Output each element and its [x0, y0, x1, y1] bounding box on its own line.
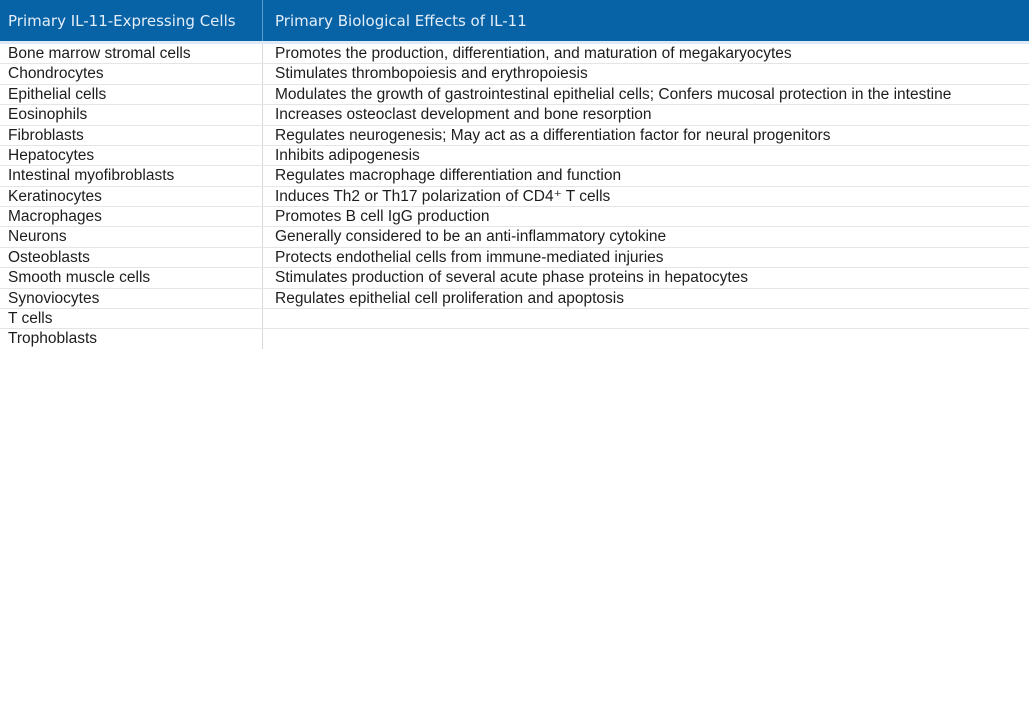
- cell-type-cell: Intestinal myofibroblasts: [0, 166, 263, 186]
- effect-cell: [263, 329, 1029, 348]
- cell-type-cell: Chondrocytes: [0, 64, 263, 84]
- cell-type-cell: Hepatocytes: [0, 145, 263, 166]
- table-row: Trophoblasts: [0, 329, 1029, 349]
- effect-cell: Regulates macrophage differentiation and…: [275, 167, 622, 185]
- cell-type-cell: Keratinocytes: [0, 186, 263, 206]
- table-row: Eosinophils Increases osteoclast develop…: [0, 105, 1029, 126]
- table-row: Synoviocytes Regulates epithelial cell p…: [0, 288, 1029, 309]
- cell-type-cell: Epithelial cells: [0, 84, 263, 105]
- cell-type-cell: Neurons: [0, 227, 263, 247]
- effect-cell: Promotes the production, differentiation…: [275, 45, 792, 62]
- table-body: Bone marrow stromal cells Promotes the p…: [0, 44, 1029, 349]
- column-header-biological-effects: Primary Biological Effects of IL-11: [275, 11, 527, 30]
- table-row: Intestinal myofibroblasts Regulates macr…: [0, 166, 1029, 187]
- cell-type-cell: Synoviocytes: [0, 288, 263, 308]
- effect-cell: Generally considered to be an anti-infla…: [275, 228, 667, 246]
- cell-type-cell: Bone marrow stromal cells: [0, 44, 263, 64]
- effect-cell: Inhibits adipogenesis: [275, 146, 420, 164]
- column-header-expressing-cells: Primary IL-11-Expressing Cells: [0, 0, 263, 41]
- cell-type-cell: Trophoblasts: [0, 329, 263, 349]
- table-row: Chondrocytes Stimulates thrombopoiesis a…: [0, 64, 1029, 85]
- table-header-row: Primary IL-11-Expressing Cells Primary B…: [0, 0, 1029, 44]
- effect-cell: Modulates the growth of gastrointestinal…: [275, 85, 952, 103]
- table-row: Neurons Generally considered to be an an…: [0, 227, 1029, 248]
- table-row: Smooth muscle cells Stimulates productio…: [0, 268, 1029, 289]
- effect-cell: Protects endothelial cells from immune-m…: [275, 248, 664, 266]
- cell-type-cell: Eosinophils: [0, 105, 263, 125]
- table-row: Hepatocytes Inhibits adipogenesis: [0, 145, 1029, 167]
- table-row: Epithelial cells Modulates the growth of…: [0, 84, 1029, 106]
- cell-type-cell: Osteoblasts: [0, 247, 263, 268]
- effect-cell: Regulates neurogenesis; May act as a dif…: [275, 126, 831, 144]
- effect-cell: [263, 309, 1029, 328]
- effect-cell: Promotes B cell IgG production: [275, 208, 490, 225]
- cell-type-cell: Fibroblasts: [0, 125, 263, 145]
- table-row: Bone marrow stromal cells Promotes the p…: [0, 44, 1029, 65]
- cell-type-cell: T cells: [0, 308, 263, 329]
- table-row: Fibroblasts Regulates neurogenesis; May …: [0, 125, 1029, 146]
- cell-type-cell: Macrophages: [0, 207, 263, 227]
- table-row: Osteoblasts Protects endothelial cells f…: [0, 247, 1029, 269]
- table-row: Macrophages Promotes B cell IgG producti…: [0, 207, 1029, 228]
- table-row: Keratinocytes Induces Th2 or Th17 polari…: [0, 186, 1029, 207]
- effect-cell: Stimulates thrombopoiesis and erythropoi…: [275, 65, 588, 83]
- effect-cell: Regulates epithelial cell proliferation …: [275, 289, 624, 307]
- cell-type-cell: Smooth muscle cells: [0, 268, 263, 288]
- effect-cell: Induces Th2 or Th17 polarization of CD4⁺…: [275, 187, 611, 205]
- effect-cell: Stimulates production of several acute p…: [275, 269, 749, 287]
- table-row: T cells: [0, 308, 1029, 330]
- effect-cell: Increases osteoclast development and bon…: [275, 106, 652, 124]
